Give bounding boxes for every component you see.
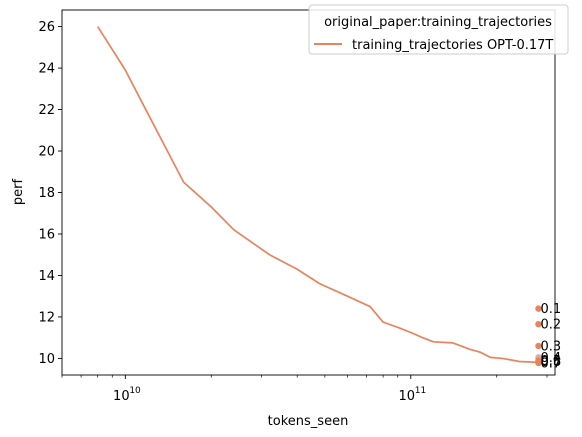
annotation-point <box>535 342 542 350</box>
y-tick-label: 14 <box>38 269 55 284</box>
y-axis-title: perf <box>11 178 26 205</box>
legend-entry-label: training_trajectories OPT-0.17T <box>352 38 553 53</box>
series-layer <box>96 26 539 364</box>
y-tick-label: 18 <box>38 186 55 201</box>
legend-box <box>308 4 569 55</box>
annotation-label: 0.7 <box>540 356 561 371</box>
y-tick-label: 20 <box>38 145 55 160</box>
annotation-label: 0.5 <box>540 354 561 369</box>
series-line <box>96 26 539 364</box>
legend: original_paper:training_trajectories tra… <box>308 4 569 55</box>
x-axis-title: tokens_seen <box>268 414 349 429</box>
x-axis: 10 10 10 11 <box>61 375 548 404</box>
y-tick-label: 26 <box>38 20 55 35</box>
plot-area <box>62 10 555 375</box>
annotation-label: 0.4 <box>540 351 561 366</box>
annotation-point <box>535 305 542 312</box>
x-tick-label-exponent: 10 <box>129 386 141 396</box>
annotation-label: 0.3 <box>540 339 561 354</box>
x-tick-label: 10 <box>399 389 416 404</box>
y-axis: 10 12 14 16 18 20 22 24 26 <box>38 20 62 367</box>
annotation-layer: 0.10.2 0.30.40.50.60.7 <box>535 302 561 371</box>
x-tick-label-exponent: 11 <box>415 386 426 396</box>
annotation-label: 0.1 <box>540 302 561 317</box>
annotation-point <box>535 320 542 328</box>
x-tick-label: 10 <box>113 389 130 404</box>
y-tick-label: 16 <box>38 227 55 242</box>
annotation-label: 0.2 <box>540 318 561 333</box>
legend-title: original_paper:training_trajectories <box>324 15 552 30</box>
annotation-label: 0.6 <box>540 355 561 370</box>
annotation-point <box>535 359 542 367</box>
y-tick-label: 24 <box>38 62 55 77</box>
y-tick-label: 12 <box>38 310 55 325</box>
y-tick-label: 10 <box>38 352 55 367</box>
y-tick-label: 22 <box>38 103 55 118</box>
